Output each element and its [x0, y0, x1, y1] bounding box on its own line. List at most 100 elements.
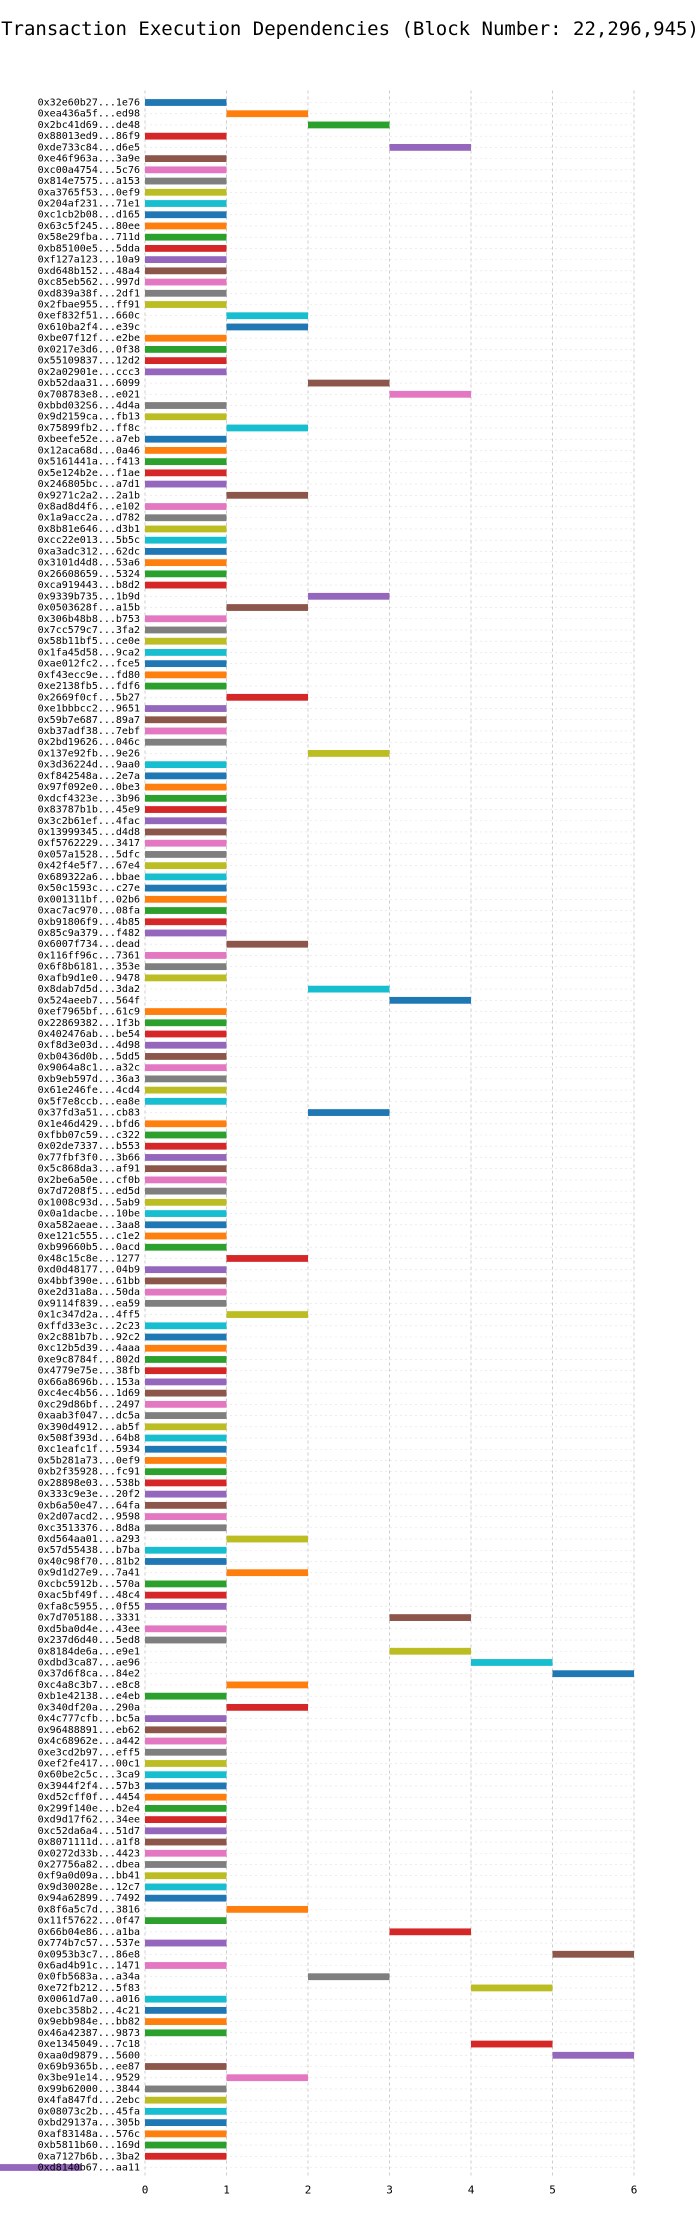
transaction-label: 0xaa0d9879...5600: [38, 2050, 140, 2061]
transaction-label: 0xf9a0d09a...bb41: [38, 1871, 140, 1882]
task-bar: [145, 884, 227, 892]
x-tick-labels: 0 1 2 3 4 5 6: [142, 2184, 638, 2197]
task-bar: [226, 424, 308, 432]
x-tick-label: 2: [305, 2184, 312, 2197]
task-bar: [145, 357, 227, 365]
transaction-label: 0x37d6f8ca...84e2: [38, 1669, 140, 1680]
transaction-label: 0x9271c2a2...2a1b: [38, 490, 140, 501]
task-bar: [145, 1558, 227, 1565]
task-bar: [145, 548, 227, 555]
transaction-label: 0x66a8696b...153a: [38, 1377, 140, 1388]
task-bar: [145, 1008, 227, 1015]
transaction-label: 0x5b281a73...0ef9: [38, 1455, 140, 1466]
transaction-label: 0x6ad4b91c...1471: [38, 1960, 140, 1971]
task-bar: [145, 1086, 227, 1094]
task-bar: [145, 1490, 227, 1498]
task-bar: [145, 1939, 227, 1947]
transaction-label: 0x58e29fba...711d: [38, 232, 140, 243]
task-bar: [145, 2096, 227, 2104]
task-bar: [389, 1614, 471, 1621]
transaction-label: 0xd0d48177...04b9: [38, 1265, 140, 1276]
transaction-label: 0x4c777cfb...bc5a: [38, 1714, 140, 1725]
transaction-label: 0x1008c93d...5ab9: [38, 1197, 140, 1208]
task-bar: [145, 1266, 227, 1274]
task-bar: [145, 536, 227, 544]
task-bar: [145, 1804, 227, 1812]
transaction-label: 0x610ba2f4...e39c: [38, 322, 140, 333]
chart-title: Transaction Execution Dependencies (Bloc…: [1, 18, 699, 40]
task-bar: [145, 1962, 227, 1969]
transaction-label: 0x75899fb2...ff8c: [38, 423, 140, 434]
task-bar: [145, 682, 227, 690]
task-bar: [145, 2063, 227, 2070]
task-bar: [145, 2029, 227, 2037]
task-bar: [308, 379, 390, 387]
transaction-label: 0x9d30028e...12c7: [38, 1882, 140, 1893]
task-bar: [145, 1165, 227, 1173]
transaction-label: 0x390d4912...ab5f: [38, 1422, 140, 1433]
transaction-label: 0x5161441a...f413: [38, 457, 140, 468]
task-bar: [145, 705, 227, 712]
x-tick-label: 0: [142, 2184, 149, 2197]
task-bar: [145, 1816, 227, 1823]
transaction-label: 0x8dab7d5d...3da2: [38, 984, 140, 995]
transaction-label: 0x001311bf...02b6: [38, 894, 140, 905]
transaction-label: 0x340df20a...290a: [38, 1702, 140, 1713]
task-bar: [552, 1670, 634, 1678]
task-bar: [226, 491, 308, 499]
x-tick-label: 6: [631, 2184, 638, 2197]
transaction-label: 0xac5bf49f...48c4: [38, 1590, 140, 1601]
task-bar: [145, 918, 227, 926]
task-bar: [145, 615, 227, 623]
task-bar: [226, 693, 308, 701]
transaction-label: 0x3c2b61ef...4fac: [38, 816, 140, 827]
task-bar: [145, 1221, 227, 1229]
transaction-label: 0xef832f51...660c: [38, 311, 140, 322]
transaction-label: 0x42f4e5f7...67e4: [38, 861, 140, 872]
task-bar: [226, 940, 308, 948]
task-bar: [471, 1984, 553, 1992]
transaction-label: 0xc3513376...8d8a: [38, 1523, 140, 1534]
task-bar: [145, 761, 227, 769]
task-bar: [145, 1995, 227, 2003]
task-bar: [226, 323, 308, 331]
transaction-label: 0xd839a38f...2df1: [38, 288, 140, 299]
transaction-label: 0x50c1593c...c27e: [38, 883, 140, 894]
task-bar: [145, 626, 227, 634]
task-bar: [145, 1771, 227, 1779]
transaction-label: 0x306b48b8...b753: [38, 614, 140, 625]
task-bar: [145, 1468, 227, 1476]
transaction-label: 0x27756a82...dbea: [38, 1859, 140, 1870]
transaction-label: 0x8f6a5c7d...3816: [38, 1904, 140, 1915]
task-bar: [145, 570, 227, 578]
transaction-label: 0xcc22e013...5b5c: [38, 535, 140, 546]
task-bar: [226, 312, 308, 320]
transaction-label: 0xae012fc2...fce5: [38, 659, 140, 670]
task-bar: [389, 1928, 471, 1936]
task-bar: [145, 1097, 227, 1105]
task-bar: [145, 1748, 227, 1756]
task-bar: [145, 671, 227, 679]
task-bar: [145, 1917, 227, 1924]
transaction-label: 0xc29d86bf...2497: [38, 1399, 140, 1410]
transaction-label: 0xe3cd2b97...eff5: [38, 1747, 140, 1758]
transaction-label: 0xb5811b60...169d: [38, 2140, 140, 2151]
transaction-label: 0xbbd032S6...4d4a: [38, 401, 140, 412]
transaction-label: 0xe72fb212...5f83: [38, 1983, 140, 1994]
task-bar: [145, 2141, 227, 2149]
task-bar: [145, 1288, 227, 1296]
transaction-label: 0x32e60b27...1e76: [38, 98, 140, 109]
transaction-label: 0x5e124b2e...f1ae: [38, 468, 140, 479]
task-bar: [226, 1535, 308, 1543]
transaction-label: 0xfa8c5955...0f55: [38, 1601, 140, 1612]
task-bar: [145, 806, 227, 813]
task-bar: [145, 2152, 227, 2160]
transaction-label: 0xbd29137a...305b: [38, 2118, 140, 2129]
transaction-label: 0x02de7337...b553: [38, 1141, 140, 1152]
task-bar: [145, 244, 227, 252]
transaction-label: 0xbe07f12f...e2be: [38, 333, 140, 344]
task-bar: [145, 188, 227, 196]
task-bar: [145, 1580, 227, 1588]
task-bar: [145, 1142, 227, 1150]
transaction-label: 0xb0436d0b...5dd5: [38, 1051, 140, 1062]
